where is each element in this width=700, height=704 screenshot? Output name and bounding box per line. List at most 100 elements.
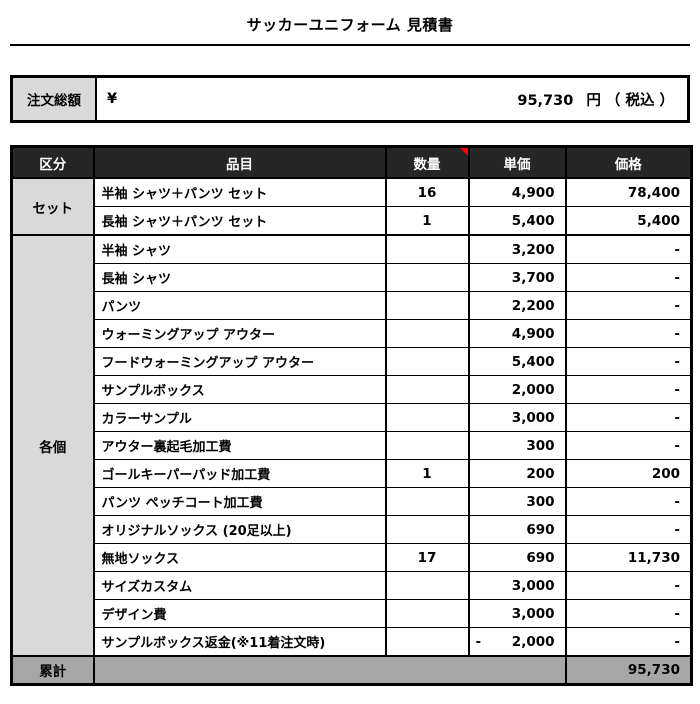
unit-price-cell: - 2,000 [467,627,567,657]
total-spacer-cell [92,655,567,685]
price-cell: - [564,515,693,544]
unit-price-value: 2,000 [511,633,555,650]
item-cell: サイズカスタム [92,571,387,600]
order-total-value-cell: ¥ 95,730 円 （ 税込 ） [97,78,687,120]
price-cell: - [564,319,693,348]
quantity-cell [384,375,470,404]
order-total-unit: 円 （ 税込 ） [586,92,674,109]
price-cell: - [564,487,693,516]
quantity-cell: 17 [384,543,470,572]
item-cell: サンプルボックス返金(※11着注文時) [92,627,387,657]
unit-price-cell: 2,200 [467,291,567,320]
unit-price-cell: 4,900 [467,177,567,207]
table-row: サンプルボックス 2,000- [12,375,693,404]
quantity-cell: 1 [384,206,470,236]
quantity-cell [384,319,470,348]
item-cell: 無地ソックス [92,543,387,572]
unit-price-cell: 3,000 [467,571,567,600]
item-cell: デザイン費 [92,599,387,628]
unit-price-cell: 3,000 [467,403,567,432]
table-row: 無地ソックス 17 690 11,730 [12,543,693,572]
quotation-page: サッカーユニフォーム 見積書 注文総額 ¥ 95,730 円 （ 税込 ） 区分… [10,16,693,686]
table-row: パンツ ペッチコート加工費 300- [12,487,693,516]
minus-sign: - [475,633,482,650]
price-cell: - [564,431,693,460]
total-price-cell: 95,730 [564,655,693,685]
currency-symbol: ¥ [107,91,118,107]
price-cell: - [564,627,693,657]
price-cell: 5,400 [564,206,693,236]
price-cell: - [564,291,693,320]
table-row: オリジナルソックス (20足以上) 690- [12,515,693,544]
unit-price-cell: 5,400 [467,206,567,236]
item-cell: ゴールキーパーパッド加工費 [92,459,387,488]
item-cell: 長袖 シャツ＋パンツ セット [92,206,387,236]
price-cell: 200 [564,459,693,488]
price-cell: - [564,347,693,376]
quantity-cell [384,234,470,264]
table-row: デザイン費 3,000- [12,599,693,628]
item-cell: アウター裏起毛加工費 [92,431,387,460]
column-header-category: 区分 [10,145,95,179]
table-row: ゴールキーパーパッド加工費 1 200 200 [12,459,693,488]
table-row: 長袖 シャツ 3,700- [12,263,693,292]
table-row: アウター裏起毛加工費 300- [12,431,693,460]
item-cell: 半袖 シャツ [92,234,387,264]
price-cell: - [564,571,693,600]
table-row: カラーサンプル 3,000- [12,403,693,432]
order-total-label: 注文総額 [13,78,97,120]
price-cell: - [564,234,693,264]
quantity-cell [384,487,470,516]
table-row: サイズカスタム 3,000- [12,571,693,600]
unit-price-cell: 300 [467,431,567,460]
column-header-price: 価格 [564,145,693,179]
quantity-cell [384,515,470,544]
unit-price-cell: 690 [467,543,567,572]
document-title: サッカーユニフォーム 見積書 [246,16,454,34]
quantity-cell [384,291,470,320]
quote-table: 区分 品目 数量 単価 価格 セット 半袖 シャツ＋パンツ セット 16 4,900 78,400… [10,145,693,686]
quantity-cell [384,263,470,292]
table-row: フードウォーミングアップ アウター 5,400- [12,347,693,376]
quantity-cell: 16 [384,177,470,207]
quantity-cell: 1 [384,459,470,488]
unit-price-cell: 3,000 [467,599,567,628]
header-row: 区分 品目 数量 単価 価格 [10,145,693,179]
quantity-cell [384,431,470,460]
unit-price-cell: 2,000 [467,375,567,404]
order-total-row: 注文総額 ¥ 95,730 円 （ 税込 ） [10,75,690,123]
item-cell: サンプルボックス [92,375,387,404]
order-total-amount: 95,730 [517,92,574,109]
table-row: セット 半袖 シャツ＋パンツ セット 16 4,900 78,400 [10,177,693,236]
price-cell: 78,400 [564,177,693,207]
item-cell: オリジナルソックス (20足以上) [92,515,387,544]
item-cell: フードウォーミングアップ アウター [92,347,387,376]
price-cell: 11,730 [564,543,693,572]
order-total-amount-group: 95,730 円 （ 税込 ） [517,89,674,110]
negative-unit-price: - 2,000 [471,633,555,650]
unit-price-cell: 4,900 [467,319,567,348]
unit-price-cell: 5,400 [467,347,567,376]
unit-price-cell: 3,200 [467,234,567,264]
column-header-quantity: 数量 [384,145,470,179]
quantity-cell [384,599,470,628]
table-row: ウォーミングアップ アウター 4,900- [12,319,693,348]
price-cell: - [564,403,693,432]
item-cell: 長袖 シャツ [92,263,387,292]
quantity-cell [384,627,470,657]
category-cell-set: セット [10,177,95,236]
title-rule [10,44,690,46]
unit-price-cell: 200 [467,459,567,488]
item-cell: ウォーミングアップ アウター [92,319,387,348]
quantity-cell [384,347,470,376]
table-row: 各個 半袖 シャツ 3,200- [10,234,693,657]
unit-price-cell: 690 [467,515,567,544]
total-label-cell: 累計 [10,655,95,685]
item-cell: パンツ ペッチコート加工費 [92,487,387,516]
item-cell: カラーサンプル [92,403,387,432]
total-row: 累計 95,730 [10,655,693,685]
column-header-unit_price: 単価 [467,145,567,179]
price-cell: - [564,263,693,292]
table-row: パンツ 2,200- [12,291,693,320]
category-cell-individual: 各個 [10,234,95,657]
